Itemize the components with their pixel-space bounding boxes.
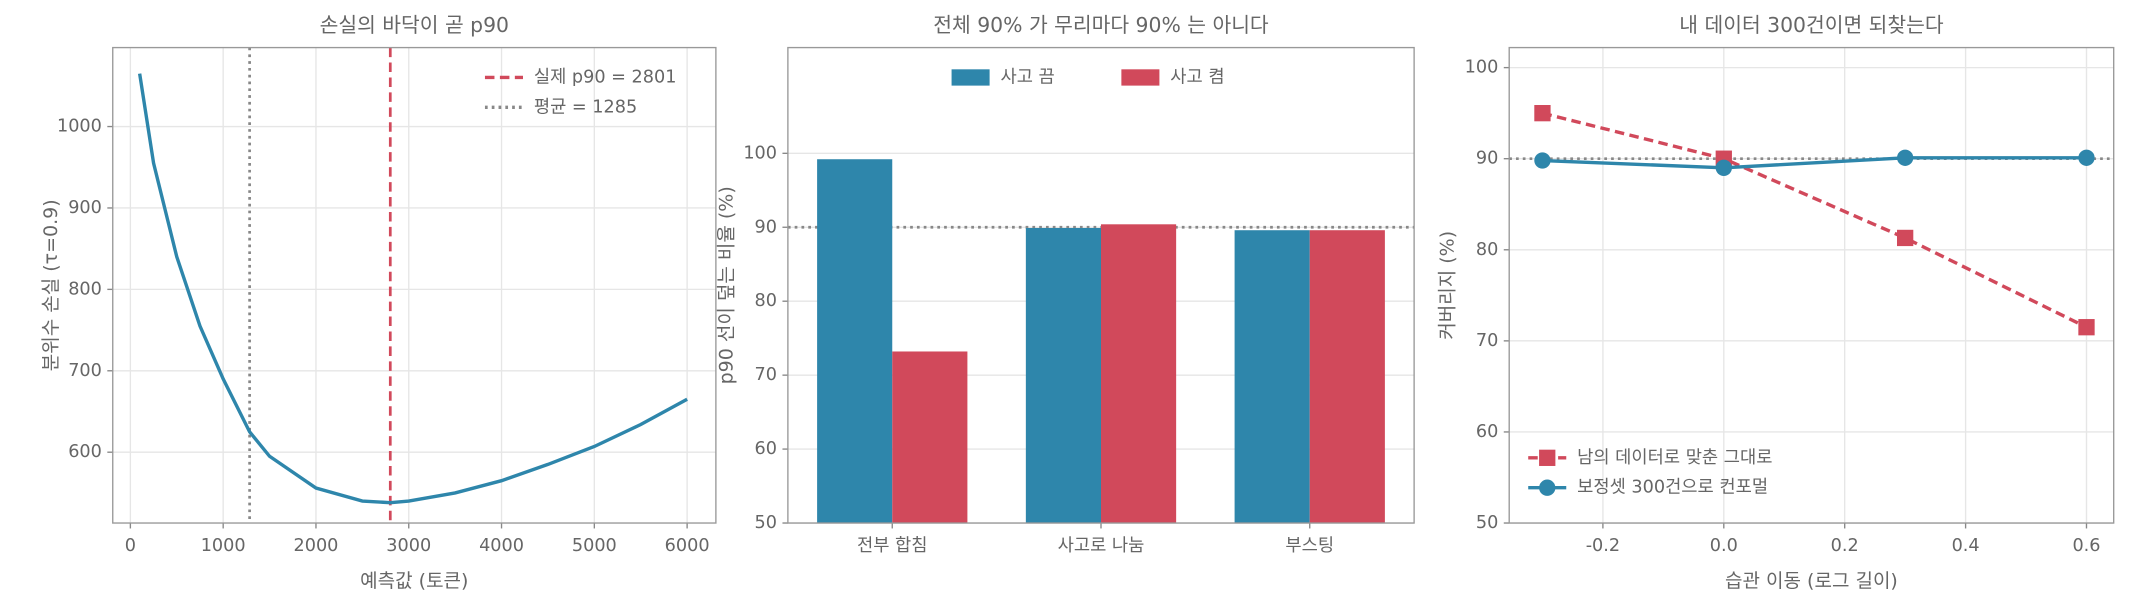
y-tick-label: 90 (755, 217, 777, 237)
x-tick-label: 0.0 (1710, 536, 1738, 556)
y-tick-label: 100 (1465, 58, 1499, 78)
x-tick-label: 1000 (201, 536, 246, 556)
legend-label: 사고 켬 (1170, 66, 1224, 87)
plot-frame (787, 46, 1415, 524)
bar (1025, 227, 1101, 524)
legend-marker (1539, 449, 1556, 466)
legend-marker (1539, 479, 1556, 496)
x-tick-label: 6000 (665, 536, 710, 556)
y-tick-label: 60 (1476, 422, 1498, 442)
x-tick-label: 전부 합침 (857, 535, 928, 556)
legend-swatch (951, 69, 990, 86)
x-axis-label: 습관 이동 (로그 길이) (1725, 570, 1898, 592)
legend-label: 평균 = 1285 (534, 96, 637, 117)
chart-title: 손실의 바닥이 곧 p90 (320, 13, 509, 37)
y-tick-label: 900 (68, 198, 102, 218)
x-tick-label: 3000 (386, 536, 431, 556)
line (137, 73, 688, 505)
legend-label: 보정셋 300건으로 컨포멀 (1577, 477, 1768, 498)
y-tick-label: 100 (743, 143, 777, 163)
y-tick-label: 70 (1476, 331, 1498, 351)
y-tick-label: 50 (755, 513, 777, 533)
x-tick-label: 2000 (294, 536, 339, 556)
line (1542, 156, 2087, 170)
y-axis-label: p90 선이 덮는 비율 (%) (715, 186, 737, 384)
y-tick-label: 80 (1476, 240, 1498, 260)
y-tick-label: 700 (68, 361, 102, 381)
x-tick-label: 사고로 나눔 (1058, 535, 1145, 556)
bar (1100, 224, 1177, 524)
chart-title: 전체 90% 가 무리마다 90% 는 아니다 (933, 13, 1269, 37)
x-tick-label: 4000 (479, 536, 524, 556)
bar (1309, 230, 1385, 524)
y-tick-label: 70 (755, 365, 777, 385)
y-tick-label: 60 (755, 439, 777, 459)
bar (1234, 230, 1310, 524)
y-axis-label: 커버리지 (%) (1437, 231, 1459, 340)
marker (1896, 149, 1914, 166)
y-tick-label: 1000 (57, 117, 102, 137)
bar (892, 351, 968, 524)
x-axis-label: 예측값 (토큰) (360, 570, 468, 592)
x-tick-label: -0.2 (1586, 536, 1620, 556)
plot-frame (1508, 46, 2115, 524)
plot-frame (112, 46, 717, 524)
y-tick-label: 800 (68, 279, 102, 299)
marker (1715, 159, 1732, 176)
x-tick-label: 0 (125, 536, 136, 556)
marker (1534, 152, 1551, 169)
x-tick-label: 5000 (572, 536, 617, 556)
y-tick-label: 600 (68, 442, 102, 462)
marker (2078, 319, 2095, 336)
legend-label: 남의 데이터로 맞춘 그대로 (1577, 447, 1772, 468)
bar (817, 159, 893, 524)
x-tick-label: 0.2 (1831, 536, 1859, 556)
chart-title: 내 데이터 300건이면 되찾는다 (1679, 13, 1944, 37)
legend-label: 사고 끔 (1000, 66, 1054, 87)
marker (1896, 229, 1914, 247)
legend-label: 실제 p90 = 2801 (534, 66, 677, 87)
x-tick-label: 부스팅 (1285, 535, 1334, 556)
marker (2078, 149, 2095, 166)
y-tick-label: 90 (1476, 149, 1498, 169)
x-tick-label: 0.6 (2072, 536, 2100, 556)
y-tick-label: 80 (755, 291, 777, 311)
legend-swatch (1121, 69, 1160, 86)
line (1542, 111, 2088, 329)
y-axis-label: 분위수 손실 (τ=0.9) (40, 199, 62, 371)
x-tick-label: 0.4 (1952, 536, 1980, 556)
y-tick-label: 50 (1476, 513, 1498, 533)
marker (1534, 105, 1551, 122)
